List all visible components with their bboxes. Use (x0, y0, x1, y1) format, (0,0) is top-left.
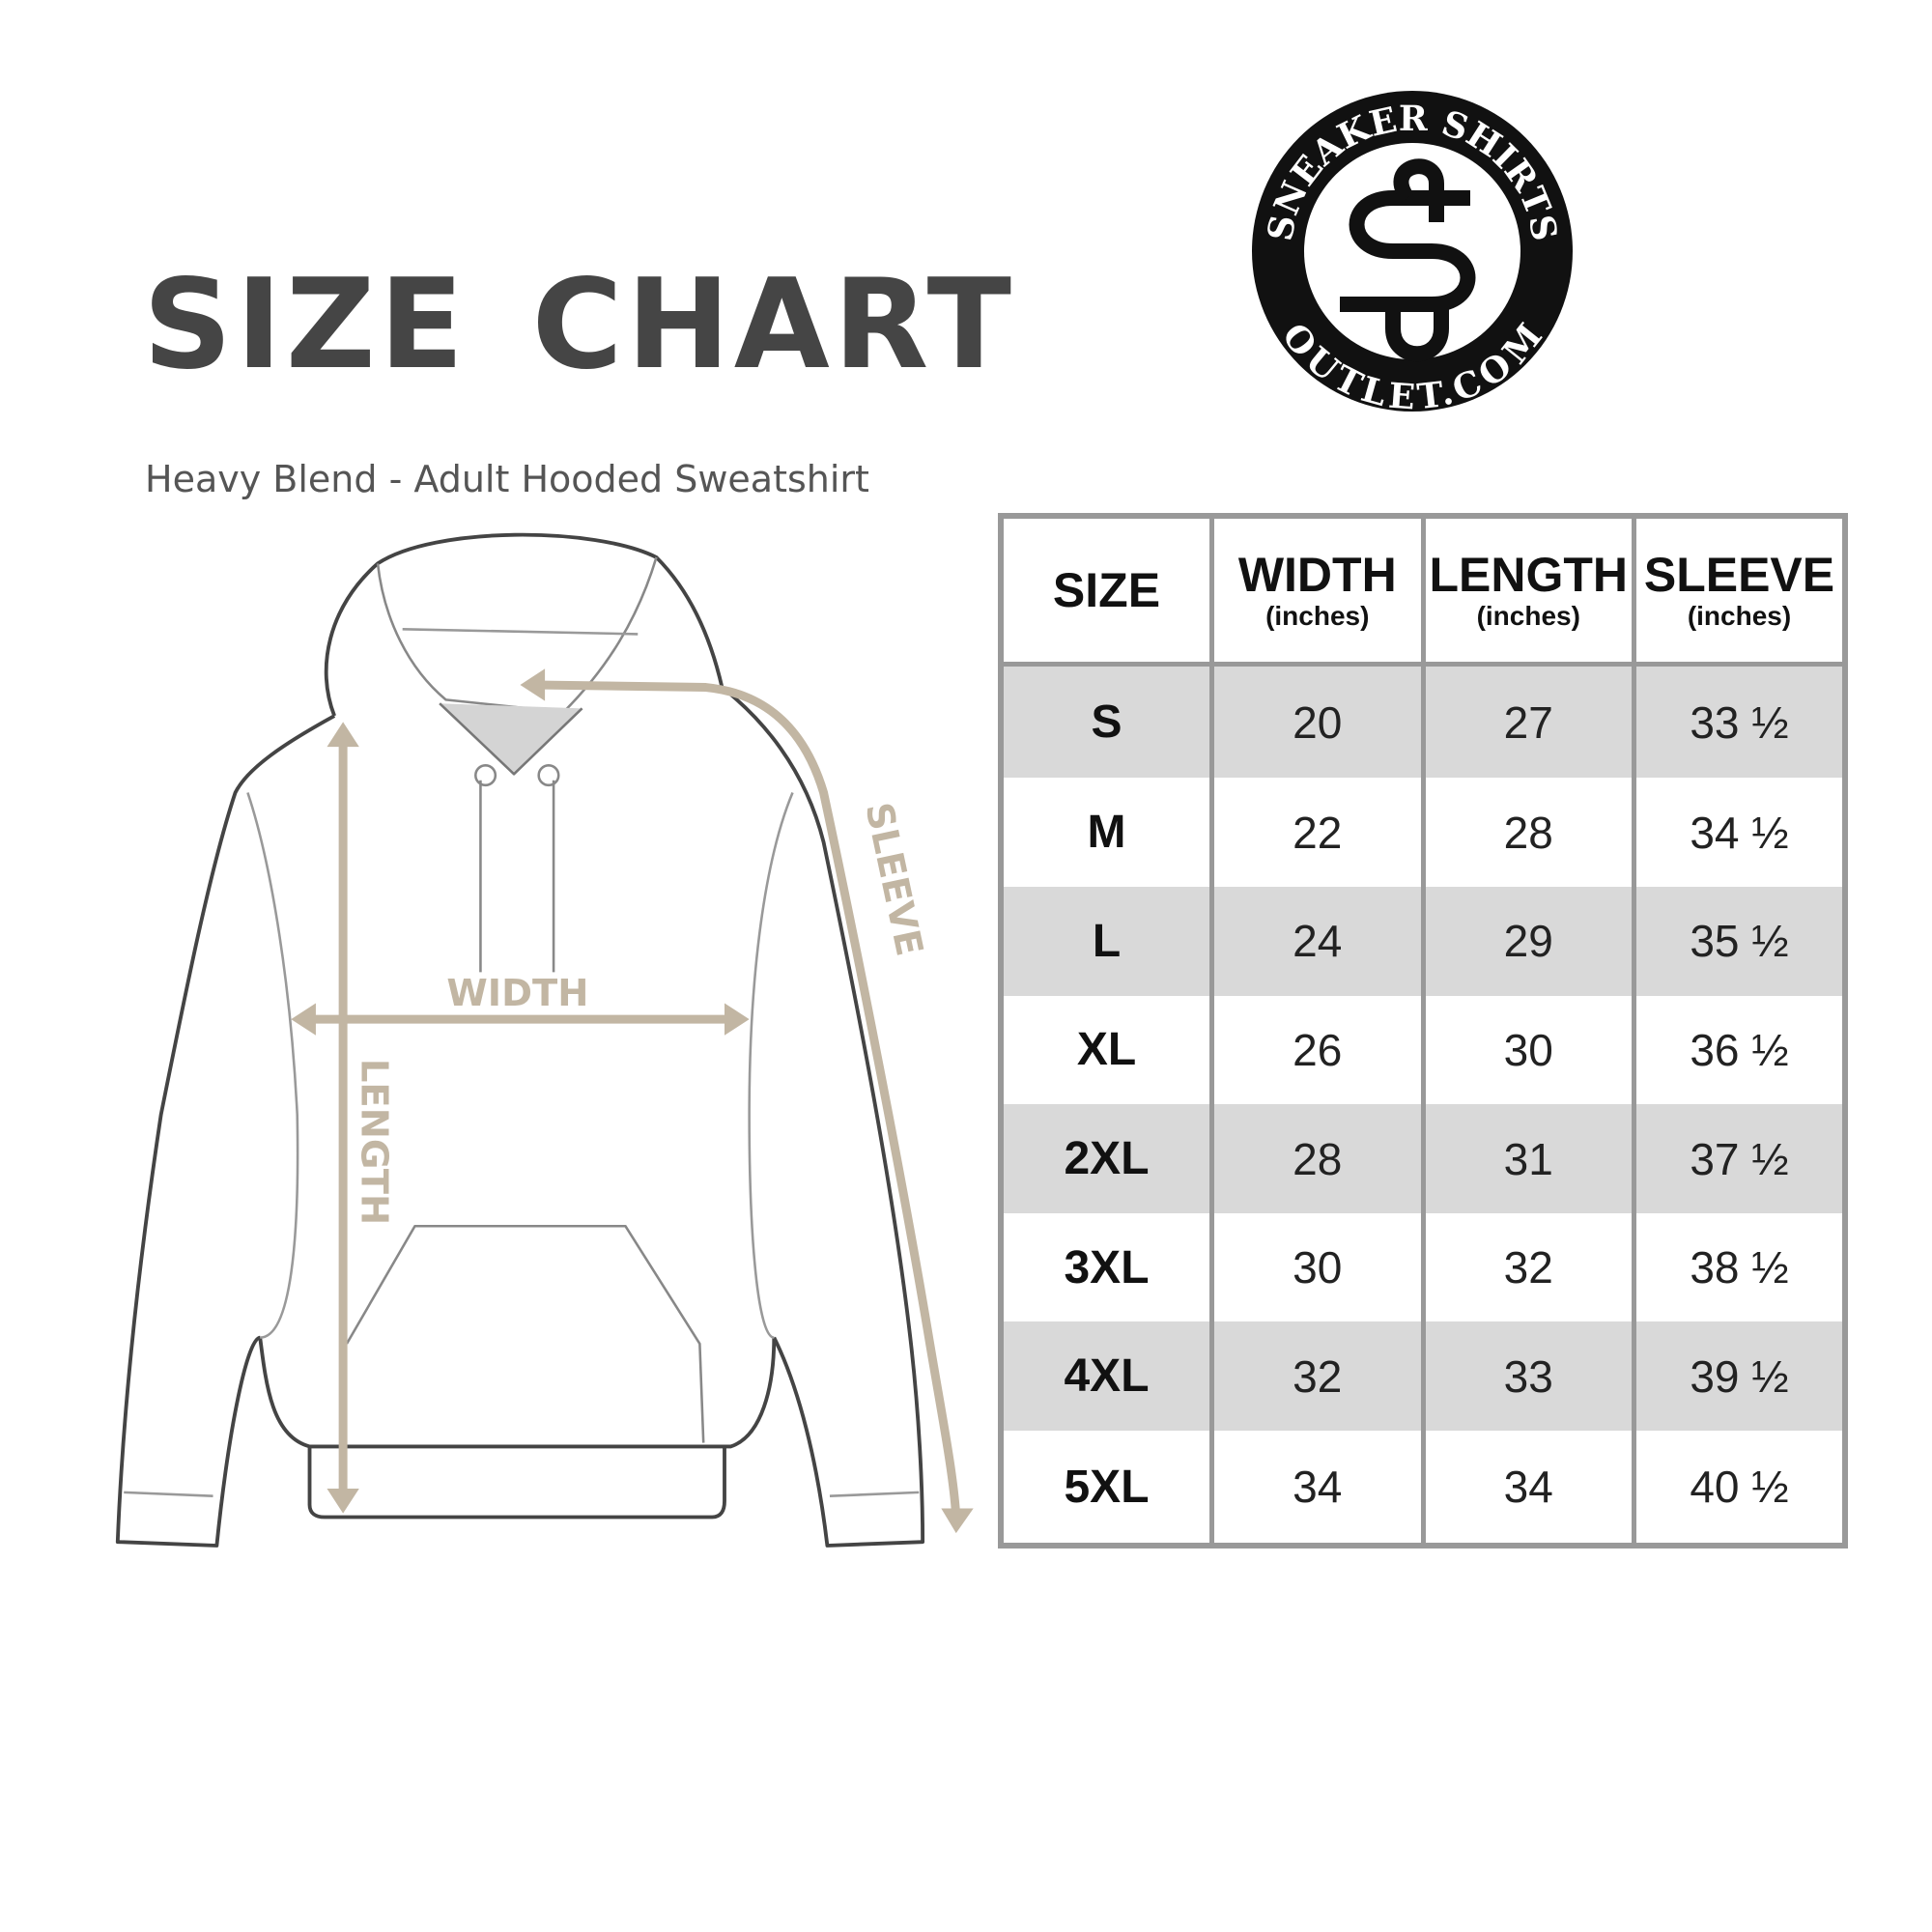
table-row: S 20 27 33 ½ (998, 664, 1848, 779)
size-cell: 4XL (998, 1321, 1214, 1432)
hoodie-outline (115, 532, 925, 1548)
width-cell: 32 (1209, 1321, 1426, 1432)
length-cell: 29 (1420, 886, 1636, 996)
size-cell: S (998, 664, 1214, 779)
length-label: LENGTH (352, 1059, 395, 1225)
page-title: SIZE CHART (143, 253, 1015, 397)
size-cell: M (998, 778, 1214, 887)
column-header-length: LENGTH (inches) (1420, 513, 1636, 667)
product-subtitle: Heavy Blend - Adult Hooded Sweatshirt (145, 458, 869, 500)
width-cell: 28 (1209, 1104, 1426, 1213)
measurement-arrows (291, 668, 974, 1534)
width-cell: 30 (1209, 1212, 1426, 1322)
monogram-icon (1340, 158, 1476, 362)
size-cell: 3XL (998, 1212, 1214, 1322)
table-row: 2XL 28 31 37 ½ (998, 1104, 1848, 1213)
sleeve-cell: 39 ½ (1632, 1321, 1848, 1432)
size-cell: L (998, 886, 1214, 996)
brand-logo: SNEAKER SHIRTS OUTLET.COM (1252, 91, 1573, 415)
width-cell: 20 (1209, 664, 1426, 779)
length-cell: 32 (1420, 1212, 1636, 1322)
length-cell: 27 (1420, 664, 1636, 779)
sleeve-label: SLEEVE (856, 799, 930, 960)
table-row: M 22 28 34 ½ (998, 778, 1848, 887)
size-cell: XL (998, 995, 1214, 1105)
table-row: 4XL 32 33 39 ½ (998, 1321, 1848, 1432)
size-cell: 2XL (998, 1104, 1214, 1213)
column-header-width: WIDTH (inches) (1209, 513, 1426, 667)
table-row: L 24 29 35 ½ (998, 886, 1848, 996)
table-row: 3XL 30 32 38 ½ (998, 1212, 1848, 1322)
length-cell: 33 (1420, 1321, 1636, 1432)
length-cell: 34 (1420, 1431, 1636, 1546)
sleeve-cell: 33 ½ (1632, 664, 1848, 779)
sleeve-cell: 35 ½ (1632, 886, 1848, 996)
width-cell: 26 (1209, 995, 1426, 1105)
width-label: WIDTH (446, 972, 588, 1015)
sleeve-cell: 40 ½ (1632, 1431, 1848, 1546)
length-cell: 30 (1420, 995, 1636, 1105)
width-cell: 24 (1209, 886, 1426, 996)
table-row: XL 26 30 36 ½ (998, 995, 1848, 1105)
sleeve-arrow (534, 680, 961, 1518)
length-cell: 28 (1420, 778, 1636, 887)
width-cell: 34 (1209, 1431, 1426, 1546)
size-cell: 5XL (998, 1431, 1214, 1546)
width-cell: 22 (1209, 778, 1426, 887)
table-row: 5XL 34 34 40 ½ (998, 1431, 1848, 1546)
sleeve-cell: 37 ½ (1632, 1104, 1848, 1213)
column-header-size: SIZE (998, 513, 1214, 667)
sleeve-cell: 38 ½ (1632, 1212, 1848, 1322)
sleeve-cell: 36 ½ (1632, 995, 1848, 1105)
size-table: SIZE WIDTH (inches) LENGTH (inches) SLEEVE… (998, 513, 1848, 1548)
length-cell: 31 (1420, 1104, 1636, 1213)
table-header-row: SIZE WIDTH (inches) LENGTH (inches) SLEEVE… (998, 513, 1848, 667)
column-header-sleeve: SLEEVE (inches) (1632, 513, 1848, 667)
sleeve-cell: 34 ½ (1632, 778, 1848, 887)
